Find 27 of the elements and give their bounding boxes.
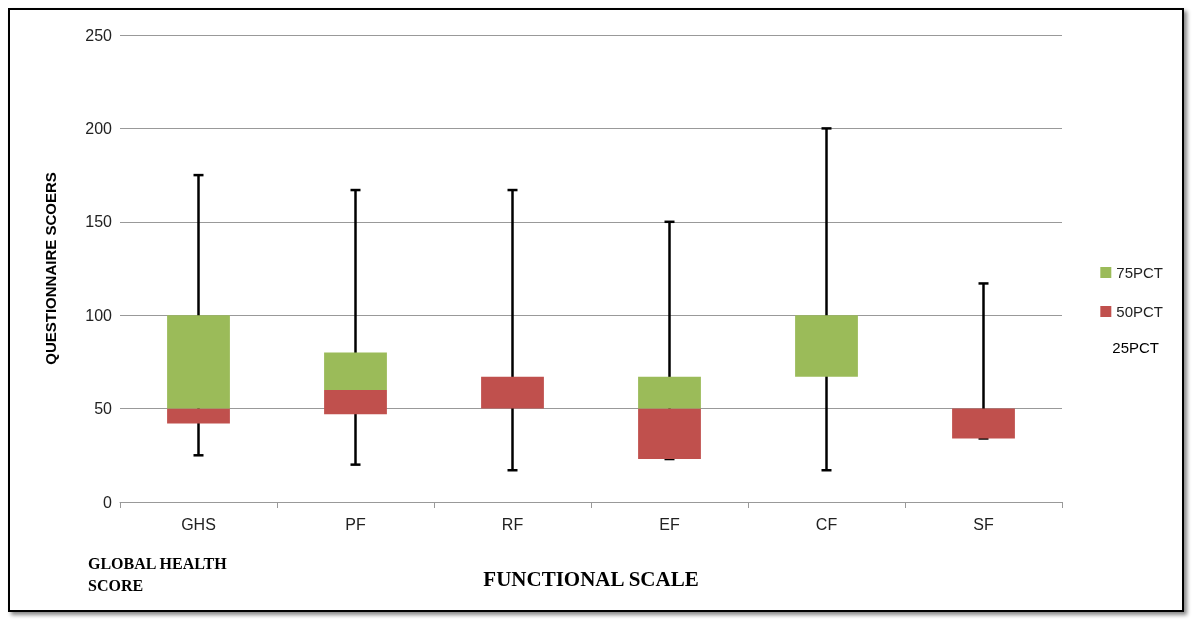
y-tick-label: 50 [94,400,113,418]
bar [324,389,387,415]
text: GLOBAL HEALTH SCORE [88,554,231,594]
text: 25PCT [1112,338,1159,356]
x-tick-label: CF [815,515,838,533]
legend-label: 50PCT [1116,303,1163,320]
y-tick-label: 150 [85,213,113,231]
y-tick-label: 0 [103,493,113,511]
bar [638,408,701,460]
y-axis-title: QUESTIONNAIRE SCOERS [42,172,59,365]
x-tick-label: GHS [181,515,216,533]
bar [167,315,230,409]
x-tick-label: EF [659,515,680,533]
y-tick-label: 250 [85,26,113,44]
bar [324,352,387,390]
legend-label: 75PCT [1116,264,1163,281]
y-tick-label: 100 [85,306,113,324]
x-tick-label: RF [501,515,524,533]
y-tick-label: 200 [85,119,113,137]
x-axis-title: FUNCTIONAL SCALE [483,566,699,591]
bar [167,408,230,424]
bar [638,376,701,409]
x-tick-label: PF [345,515,366,533]
bar [481,376,544,409]
bar [952,408,1015,439]
x-tick-label: SF [973,515,994,533]
bar [795,315,858,377]
